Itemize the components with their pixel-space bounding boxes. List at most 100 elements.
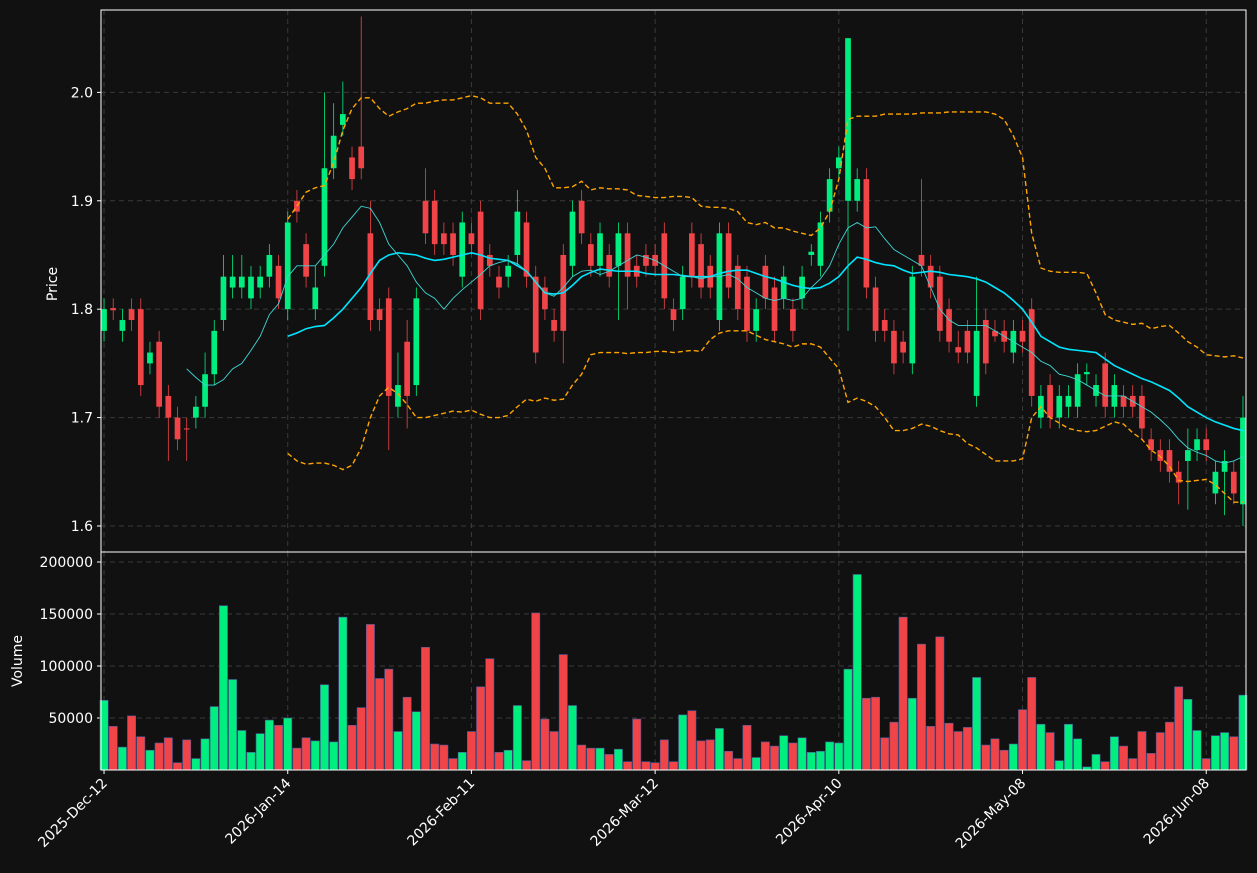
candle-body <box>367 233 374 321</box>
volume-bar <box>806 752 816 771</box>
volume-bar <box>1165 721 1174 771</box>
volume-bar <box>485 658 495 771</box>
candle-body <box>1175 471 1182 483</box>
volume-bar <box>926 726 936 771</box>
candle-body <box>1065 395 1072 407</box>
candle-body <box>762 265 769 299</box>
candle-body <box>790 309 796 331</box>
volume-bar <box>604 754 614 771</box>
candle-body <box>220 276 227 321</box>
candle-body <box>1056 395 1063 418</box>
volume-bar <box>678 714 688 771</box>
candle-body <box>1120 395 1127 407</box>
candle-body <box>376 309 383 321</box>
volume-bar <box>714 728 724 771</box>
candle-body <box>1185 450 1191 461</box>
candle-body <box>615 233 622 266</box>
candle-body <box>312 287 319 310</box>
volume-bar <box>264 719 274 771</box>
volume-bar <box>384 668 394 771</box>
candle-body <box>349 157 355 180</box>
volume-bar <box>1100 761 1110 771</box>
volume-bar <box>283 717 293 771</box>
candle-body <box>441 233 447 245</box>
candle-body <box>413 298 420 386</box>
volume-bar <box>1027 677 1037 771</box>
volume-bar <box>1220 732 1230 771</box>
candle-body <box>1212 471 1219 494</box>
candle-body <box>128 309 135 321</box>
y-tick-label: 1.9 <box>71 194 93 210</box>
volume-bar <box>173 762 182 771</box>
volume-bar <box>255 733 265 771</box>
volume-bar <box>641 761 651 771</box>
volume-bar <box>512 705 522 771</box>
candle-body <box>670 309 677 321</box>
candle-body <box>992 330 998 337</box>
candle-body <box>284 222 291 310</box>
candle-body <box>294 200 300 212</box>
candle-body <box>395 385 401 407</box>
volume-bar <box>228 679 238 771</box>
candle-body <box>918 254 925 266</box>
volume-bar <box>898 616 908 771</box>
candle-body <box>165 395 172 418</box>
candle-body <box>248 276 254 299</box>
volume-bar <box>577 744 587 771</box>
volume-bar <box>889 721 899 771</box>
volume-bar <box>531 612 541 771</box>
candle-body <box>854 179 861 201</box>
volume-bar <box>338 616 348 771</box>
volume-bar <box>476 686 486 771</box>
volume-bar <box>209 706 219 771</box>
y-tick-label: 1.7 <box>71 411 93 427</box>
volume-bar <box>117 746 127 771</box>
volume-bar <box>1192 730 1202 771</box>
candle-body <box>780 276 787 299</box>
candle-body <box>496 276 502 288</box>
candle-body <box>156 341 162 407</box>
volume-bar <box>999 749 1009 771</box>
candle-body <box>955 347 962 353</box>
y-tick-label: 50000 <box>48 711 93 727</box>
volume-bar <box>393 731 403 771</box>
candle-body <box>982 320 989 364</box>
candle-body <box>101 309 107 331</box>
candle-body <box>734 265 741 310</box>
y-tick-label: 150000 <box>40 607 93 623</box>
volume-bar <box>439 744 449 771</box>
volume-bar <box>457 752 467 771</box>
candle-body <box>624 233 631 277</box>
volume-panel-frame <box>100 551 1247 771</box>
y-axis-label: Price <box>45 267 61 301</box>
indicator-line <box>186 205 1244 464</box>
volume-bar <box>191 758 201 771</box>
candle-body <box>137 309 144 386</box>
volume-bar <box>953 731 963 771</box>
candle-body <box>1148 439 1154 451</box>
volume-bar <box>751 757 761 771</box>
candle-body <box>1074 374 1081 407</box>
volume-bar <box>825 741 835 771</box>
volume-bar <box>1174 686 1184 771</box>
volume-bar <box>917 643 926 771</box>
volume-bar <box>375 678 385 771</box>
volume-bar <box>907 697 917 771</box>
indicator-line <box>287 330 1243 503</box>
candle-body <box>321 168 328 266</box>
candle-body <box>514 211 521 255</box>
candle-body <box>422 200 429 234</box>
volume-bar <box>136 736 146 771</box>
candle-body <box>1203 439 1210 451</box>
candle-body <box>193 406 199 418</box>
volume-bar <box>650 762 660 771</box>
candle-body <box>808 251 815 255</box>
candle-body <box>587 244 594 266</box>
volume-bar <box>246 752 256 771</box>
candle-body <box>468 233 475 245</box>
volume-bar <box>1155 732 1165 771</box>
candle-body <box>606 254 613 277</box>
volume-bar <box>430 743 440 771</box>
